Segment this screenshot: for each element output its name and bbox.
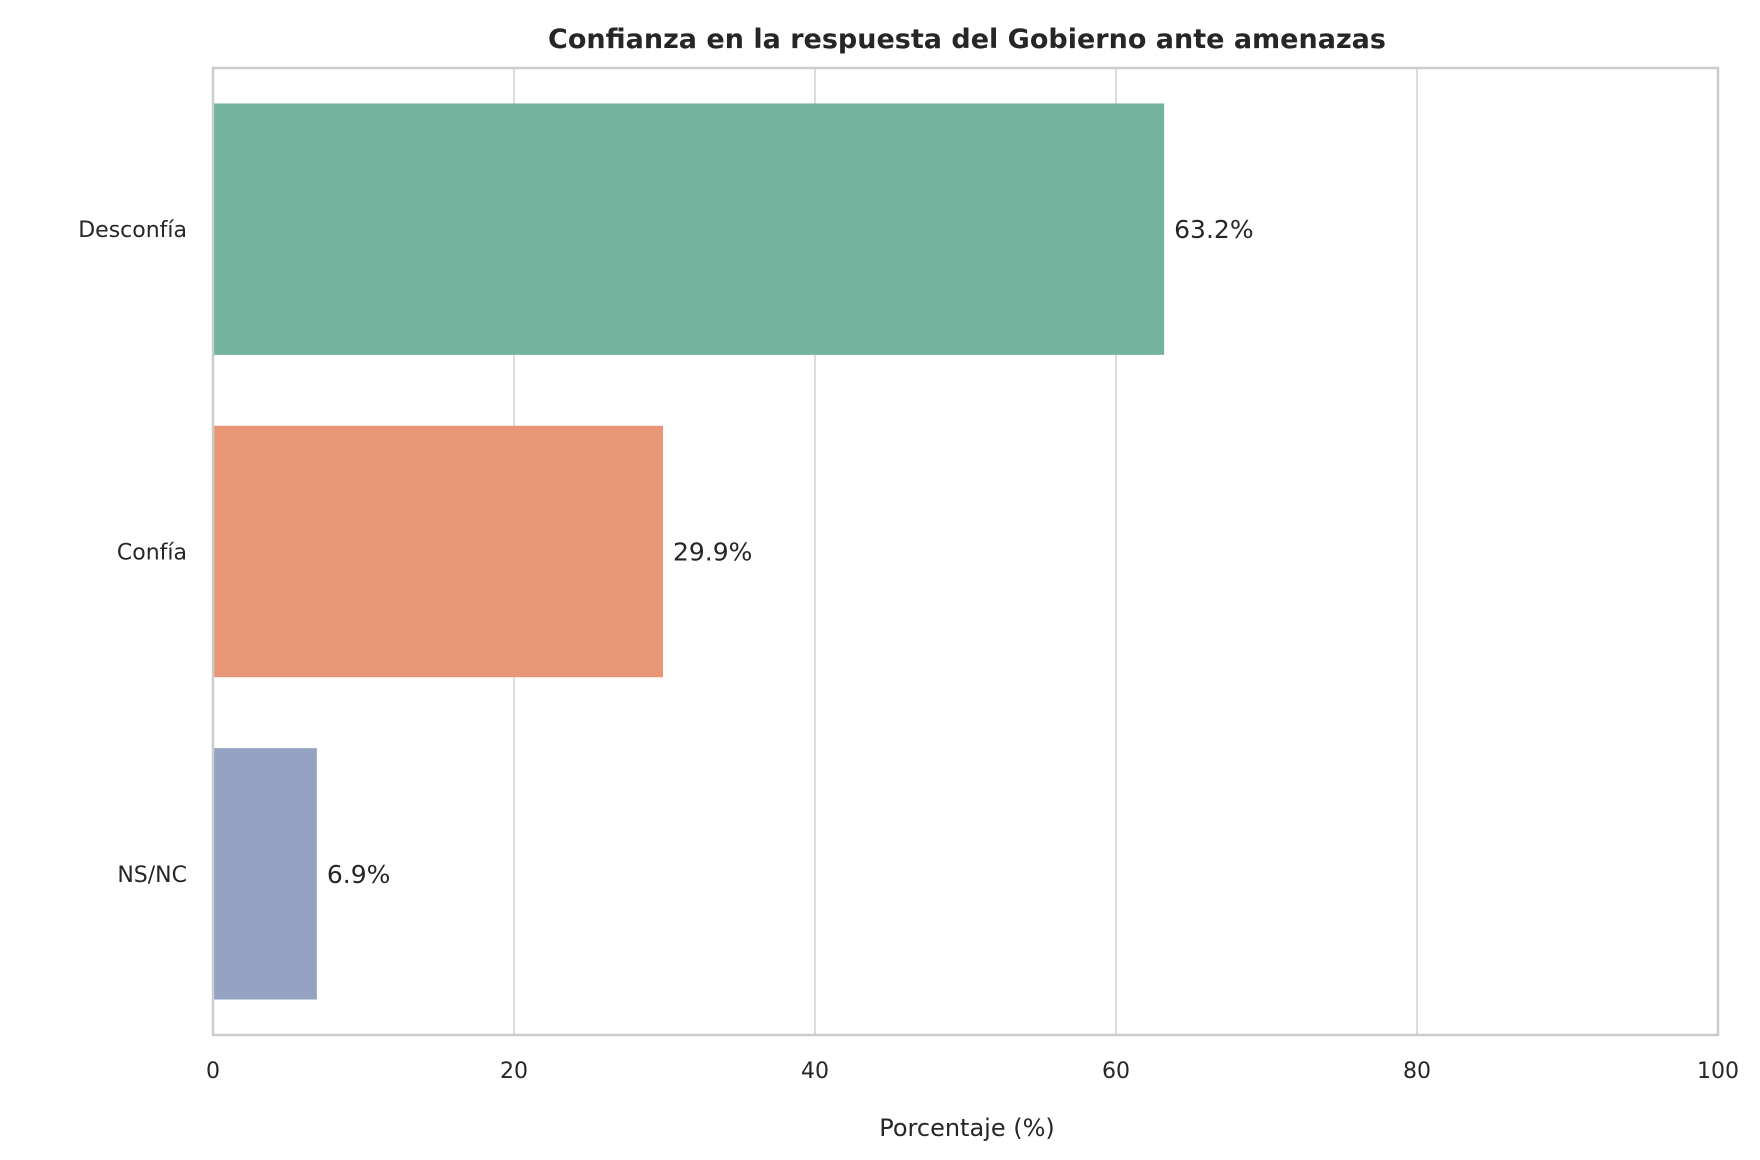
bar xyxy=(213,103,1165,355)
x-tick-label: 60 xyxy=(1102,1059,1130,1084)
bar-value-label: 29.9% xyxy=(673,538,752,567)
y-category-label: Desconfía xyxy=(78,218,187,243)
chart-title: Confianza en la respuesta del Gobierno a… xyxy=(548,24,1386,55)
y-category-label: NS/NC xyxy=(117,863,187,888)
plot-border xyxy=(211,66,1720,1037)
x-tick-label: 40 xyxy=(801,1059,829,1084)
x-ticks: 0 20 40 60 80 100 xyxy=(206,1059,1739,1084)
bar-value-label: 6.9% xyxy=(327,860,391,889)
value-labels: 63.2% 29.9% 6.9% xyxy=(327,215,1254,889)
x-tick-label: 80 xyxy=(1403,1059,1431,1084)
x-axis-label: Porcentaje (%) xyxy=(879,1114,1055,1142)
bar xyxy=(213,748,317,1000)
y-category-label: Confía xyxy=(117,541,187,566)
x-tick-label: 20 xyxy=(500,1059,528,1084)
bar xyxy=(213,425,663,678)
x-tick-label: 100 xyxy=(1697,1059,1739,1084)
y-category-labels: Desconfía Confía NS/NC xyxy=(78,218,187,888)
plot-frame xyxy=(211,66,1720,1037)
bars xyxy=(213,103,1165,1000)
bar-value-label: 63.2% xyxy=(1174,215,1253,244)
x-tick-label: 0 xyxy=(206,1059,220,1084)
